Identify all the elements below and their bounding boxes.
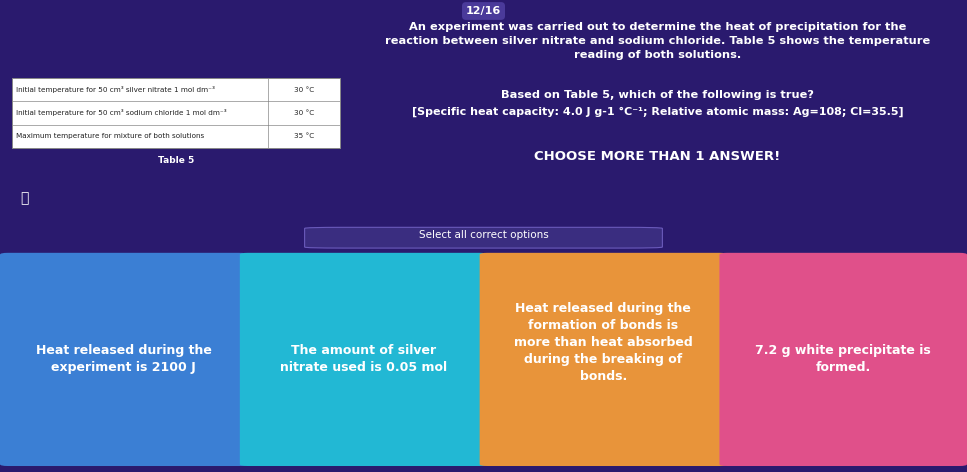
Text: Initial temperature for 50 cm³ silver nitrate 1 mol dm⁻³: Initial temperature for 50 cm³ silver ni… — [16, 86, 215, 93]
Text: Heat released during the
experiment is 2100 J: Heat released during the experiment is 2… — [36, 345, 212, 374]
Text: 30 °C: 30 °C — [294, 110, 314, 116]
Text: 7.2 g white precipitate is
formed.: 7.2 g white precipitate is formed. — [755, 345, 931, 374]
Text: Based on Table 5, which of the following is true?: Based on Table 5, which of the following… — [501, 90, 814, 100]
Text: Maximum temperature for mixture of both solutions: Maximum temperature for mixture of both … — [16, 133, 204, 139]
Text: The amount of silver
nitrate used is 0.05 mol: The amount of silver nitrate used is 0.0… — [280, 345, 447, 374]
FancyBboxPatch shape — [0, 253, 248, 466]
Text: 35 °C: 35 °C — [294, 133, 314, 139]
FancyBboxPatch shape — [719, 253, 967, 466]
FancyBboxPatch shape — [480, 253, 727, 466]
Text: 30 °C: 30 °C — [294, 87, 314, 93]
Text: [Specific heat capacity: 4.0 J g-1 °C⁻¹; Relative atomic mass: Ag=108; Cl=35.5]: [Specific heat capacity: 4.0 J g-1 °C⁻¹;… — [412, 107, 903, 118]
Text: 12/16: 12/16 — [466, 6, 501, 16]
Text: 🔍: 🔍 — [19, 191, 28, 205]
Text: Select all correct options: Select all correct options — [419, 230, 548, 240]
Text: An experiment was carried out to determine the heat of precipitation for the
rea: An experiment was carried out to determi… — [385, 22, 930, 60]
FancyBboxPatch shape — [240, 253, 487, 466]
FancyBboxPatch shape — [12, 78, 340, 148]
Text: CHOOSE MORE THAN 1 ANSWER!: CHOOSE MORE THAN 1 ANSWER! — [535, 150, 780, 163]
Text: Initial temperature for 50 cm³ sodium chloride 1 mol dm⁻³: Initial temperature for 50 cm³ sodium ch… — [16, 110, 226, 117]
Text: Table 5: Table 5 — [158, 156, 194, 165]
FancyBboxPatch shape — [305, 228, 662, 248]
Text: Heat released during the
formation of bonds is
more than heat absorbed
during th: Heat released during the formation of bo… — [514, 302, 692, 383]
